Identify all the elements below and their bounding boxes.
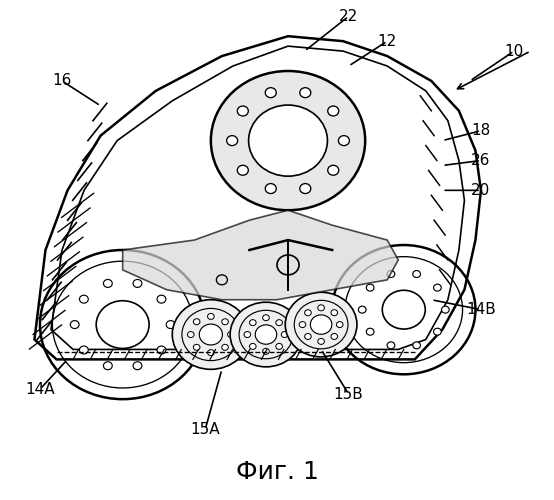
Circle shape xyxy=(166,320,175,328)
Circle shape xyxy=(104,280,112,287)
Circle shape xyxy=(366,284,374,291)
Circle shape xyxy=(79,346,88,354)
Circle shape xyxy=(193,318,200,324)
Circle shape xyxy=(434,284,442,291)
Circle shape xyxy=(222,318,228,324)
Circle shape xyxy=(387,342,395,349)
Circle shape xyxy=(172,300,249,370)
Circle shape xyxy=(358,306,366,313)
Text: 14B: 14B xyxy=(466,302,496,317)
Text: 12: 12 xyxy=(378,34,397,48)
Circle shape xyxy=(276,344,283,349)
Circle shape xyxy=(318,305,325,311)
Circle shape xyxy=(263,348,269,354)
Circle shape xyxy=(187,332,194,338)
Circle shape xyxy=(413,342,420,349)
Circle shape xyxy=(237,166,248,175)
Circle shape xyxy=(211,71,365,210)
Circle shape xyxy=(328,106,338,116)
Circle shape xyxy=(305,310,311,316)
Circle shape xyxy=(442,306,449,313)
Circle shape xyxy=(434,328,442,335)
Polygon shape xyxy=(122,210,398,300)
Text: 22: 22 xyxy=(339,9,358,24)
Circle shape xyxy=(79,295,88,303)
Circle shape xyxy=(328,166,338,175)
Text: Фиг. 1: Фиг. 1 xyxy=(235,460,319,483)
Circle shape xyxy=(133,362,142,370)
Circle shape xyxy=(70,320,79,328)
Text: 20: 20 xyxy=(471,183,491,198)
Circle shape xyxy=(249,320,256,326)
Circle shape xyxy=(300,184,311,194)
Circle shape xyxy=(249,105,327,176)
Text: 14A: 14A xyxy=(25,382,55,396)
Circle shape xyxy=(208,350,214,356)
Circle shape xyxy=(208,314,214,320)
Circle shape xyxy=(305,334,311,340)
Circle shape xyxy=(318,338,325,344)
Circle shape xyxy=(382,290,425,329)
Circle shape xyxy=(222,344,228,350)
Circle shape xyxy=(230,302,302,367)
Circle shape xyxy=(338,136,350,145)
Circle shape xyxy=(157,295,166,303)
Circle shape xyxy=(299,322,306,328)
Circle shape xyxy=(285,292,357,357)
Circle shape xyxy=(227,136,238,145)
Circle shape xyxy=(249,344,256,349)
Text: 16: 16 xyxy=(52,74,71,88)
Circle shape xyxy=(263,314,269,320)
Circle shape xyxy=(199,324,222,345)
Text: 15B: 15B xyxy=(334,386,363,402)
Circle shape xyxy=(265,88,276,98)
Text: 15A: 15A xyxy=(191,422,220,436)
Text: 18: 18 xyxy=(471,123,491,138)
Circle shape xyxy=(255,325,277,344)
Circle shape xyxy=(331,310,337,316)
Circle shape xyxy=(104,362,112,370)
Text: 10: 10 xyxy=(504,44,524,59)
Circle shape xyxy=(228,332,234,338)
Circle shape xyxy=(366,328,374,335)
Circle shape xyxy=(387,270,395,278)
Circle shape xyxy=(413,270,420,278)
Circle shape xyxy=(237,106,248,116)
Circle shape xyxy=(310,315,332,334)
Circle shape xyxy=(244,332,250,338)
Circle shape xyxy=(133,280,142,287)
Circle shape xyxy=(96,300,149,348)
Circle shape xyxy=(331,334,337,340)
Circle shape xyxy=(157,346,166,354)
Circle shape xyxy=(300,88,311,98)
Circle shape xyxy=(276,320,283,326)
Circle shape xyxy=(281,332,288,338)
Circle shape xyxy=(336,322,343,328)
Circle shape xyxy=(265,184,276,194)
Text: 26: 26 xyxy=(471,153,491,168)
Circle shape xyxy=(193,344,200,350)
